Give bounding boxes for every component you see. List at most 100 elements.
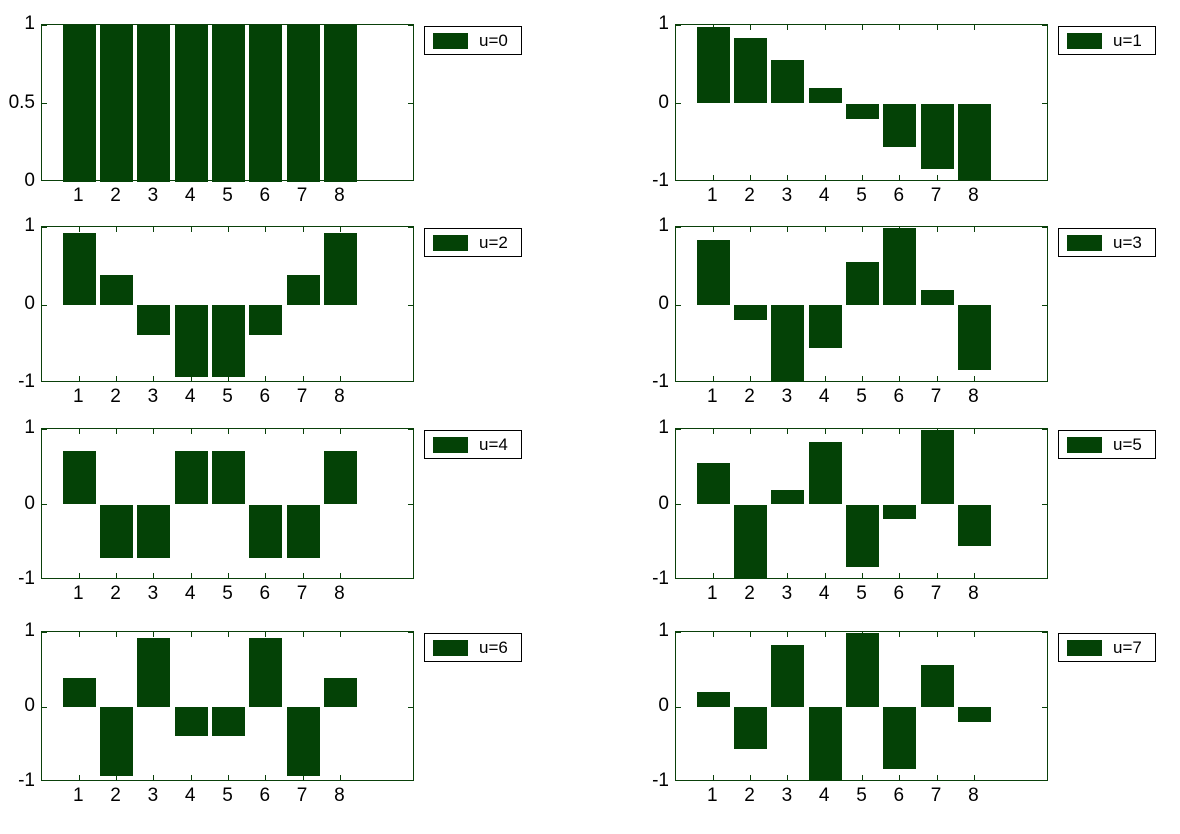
y-tick-right bbox=[408, 578, 413, 579]
x-tick-bottom bbox=[899, 573, 901, 578]
x-tick-bottom bbox=[899, 376, 901, 381]
y-tick-right bbox=[408, 381, 413, 382]
y-tick-left bbox=[42, 706, 47, 708]
x-tick-label: 4 bbox=[184, 785, 196, 806]
legend-swatch bbox=[1067, 32, 1102, 49]
legend-label: u=3 bbox=[1113, 233, 1142, 252]
x-tick-bottom bbox=[712, 376, 714, 381]
x-tick-top bbox=[899, 429, 901, 434]
x-tick-top bbox=[302, 429, 304, 434]
bar-x6 bbox=[883, 504, 917, 520]
x-tick-bottom bbox=[339, 573, 341, 578]
bar-x4 bbox=[174, 25, 208, 182]
y-tick-label: 1 bbox=[24, 215, 35, 236]
x-tick-top bbox=[265, 429, 267, 434]
x-tick-label: 2 bbox=[744, 785, 755, 806]
y-tick-left bbox=[42, 429, 47, 430]
x-tick-top bbox=[339, 632, 341, 637]
x-tick-label: 5 bbox=[856, 185, 867, 206]
y-tick-label: 0 bbox=[658, 492, 669, 514]
x-tick-label: 1 bbox=[73, 785, 84, 806]
bar-x1 bbox=[62, 232, 96, 305]
x-tick-top bbox=[339, 429, 341, 434]
x-tick-label: 3 bbox=[781, 785, 793, 806]
y-tick-left bbox=[676, 180, 681, 181]
x-tick-bottom bbox=[302, 775, 304, 780]
x-tick-label: 3 bbox=[147, 583, 159, 604]
y-tick-right bbox=[408, 504, 413, 505]
axes-u0 bbox=[41, 24, 414, 182]
x-tick-top bbox=[824, 25, 826, 30]
bar-x5 bbox=[846, 261, 879, 305]
x-tick-top bbox=[78, 632, 80, 637]
y-tick-label: 0 bbox=[24, 695, 35, 716]
legend-label: u=0 bbox=[479, 31, 508, 50]
y-tick-left bbox=[42, 632, 47, 633]
y-tick-label: 0 bbox=[658, 293, 669, 314]
x-tick-bottom bbox=[787, 175, 789, 180]
y-tick-label: 0 bbox=[24, 293, 35, 314]
x-tick-bottom bbox=[78, 775, 80, 780]
x-tick-top bbox=[862, 227, 863, 232]
y-tick-right bbox=[408, 429, 413, 430]
y-tick-left bbox=[42, 504, 47, 505]
bar-x2 bbox=[100, 504, 133, 558]
x-tick-bottom bbox=[750, 175, 752, 180]
x-tick-bottom bbox=[936, 175, 938, 180]
y-tick-left bbox=[676, 780, 681, 781]
x-tick-label: 4 bbox=[818, 785, 830, 806]
x-tick-bottom bbox=[190, 775, 192, 780]
x-tick-top bbox=[824, 632, 826, 637]
x-tick-label: 7 bbox=[296, 386, 308, 407]
x-tick-label: 5 bbox=[856, 583, 867, 604]
x-tick-bottom bbox=[899, 775, 901, 780]
x-tick-label: 5 bbox=[222, 386, 233, 407]
x-tick-top bbox=[936, 632, 938, 637]
x-tick-label: 8 bbox=[968, 785, 979, 806]
y-tick-left bbox=[42, 780, 47, 781]
x-tick-bottom bbox=[787, 573, 789, 578]
x-tick-top bbox=[153, 632, 155, 637]
y-tick-right bbox=[1042, 25, 1047, 26]
axes-u6 bbox=[41, 631, 414, 781]
y-tick-right bbox=[408, 180, 413, 181]
y-tick-right bbox=[1042, 381, 1047, 382]
bar-x1 bbox=[62, 25, 96, 182]
x-tick-label: 5 bbox=[222, 185, 233, 206]
bar-x7 bbox=[920, 665, 954, 707]
axes-u1 bbox=[675, 24, 1048, 181]
x-tick-bottom bbox=[862, 376, 863, 381]
x-tick-top bbox=[973, 429, 975, 434]
y-tick-left bbox=[42, 227, 47, 228]
bar-x6 bbox=[249, 637, 283, 707]
x-tick-top bbox=[190, 227, 192, 232]
x-tick-label: 8 bbox=[334, 185, 345, 206]
bar-x2 bbox=[100, 25, 133, 182]
x-tick-top bbox=[824, 227, 826, 232]
x-tick-top bbox=[862, 429, 863, 434]
x-tick-label: 3 bbox=[781, 583, 793, 604]
x-tick-top bbox=[862, 25, 863, 30]
x-tick-bottom bbox=[190, 376, 192, 381]
x-tick-label: 7 bbox=[296, 583, 308, 604]
y-tick-right bbox=[408, 304, 413, 306]
x-tick-label: 4 bbox=[818, 386, 830, 407]
x-tick-top bbox=[302, 632, 304, 637]
legend-u3: u=3 bbox=[1058, 228, 1156, 257]
y-tick-label: -1 bbox=[18, 371, 35, 392]
x-tick-label: 3 bbox=[781, 185, 793, 206]
bar-x5 bbox=[846, 103, 879, 119]
bar-x3 bbox=[771, 305, 805, 382]
bar-x2 bbox=[734, 504, 767, 579]
x-tick-bottom bbox=[228, 376, 229, 381]
bar-x3 bbox=[771, 59, 805, 104]
bar-x7 bbox=[920, 430, 954, 505]
y-tick-label: 0 bbox=[658, 695, 669, 716]
x-tick-bottom bbox=[862, 175, 863, 180]
y-tick-label: -1 bbox=[652, 371, 669, 392]
bar-x2 bbox=[734, 305, 767, 321]
bar-x8 bbox=[323, 25, 357, 182]
y-tick-left bbox=[676, 381, 681, 382]
x-tick-bottom bbox=[712, 573, 714, 578]
